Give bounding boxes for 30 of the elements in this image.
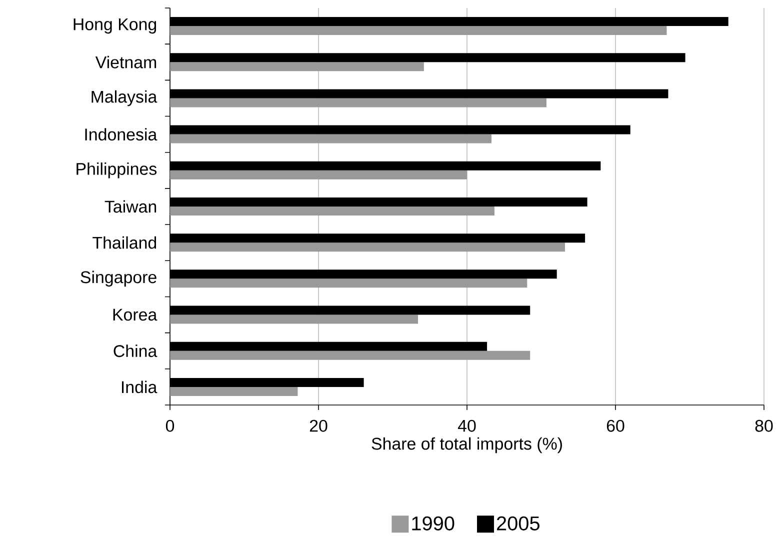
bar xyxy=(170,170,467,180)
y-tick-label: India xyxy=(122,380,158,394)
legend-label: 1990 xyxy=(412,516,454,531)
x-tick-label: 40 xyxy=(458,420,476,432)
y-tick-label: Indonesia xyxy=(85,128,158,141)
y-tick-label: Malaysia xyxy=(92,90,158,106)
x-tick-label: 60 xyxy=(606,420,624,432)
y-tick-label: Taiwan xyxy=(104,200,156,213)
y-tick-label: Singapore xyxy=(80,270,156,287)
x-tick-label: 20 xyxy=(310,420,328,432)
bar xyxy=(170,98,546,108)
x-axis-title: Share of total imports (%) xyxy=(372,437,562,454)
bar xyxy=(170,314,418,324)
y-tick-label: China xyxy=(114,344,158,358)
y-tick-label: Korea xyxy=(113,308,158,321)
y-tick-label: Thailand xyxy=(92,236,156,249)
bar xyxy=(170,134,492,144)
x-tick-label: 0 xyxy=(166,420,174,432)
y-tick-label: Philippines xyxy=(76,162,157,178)
bar xyxy=(170,26,667,36)
bar xyxy=(170,206,494,216)
bar xyxy=(170,387,298,396)
y-tick-label: Vietnam xyxy=(95,56,156,68)
bar xyxy=(170,242,566,252)
x-tick-label: 80 xyxy=(755,420,773,432)
legend-label: 2005 xyxy=(496,516,540,531)
bar xyxy=(170,62,424,72)
y-tick-label: Hong Kong xyxy=(74,18,156,34)
bar xyxy=(170,278,528,288)
bar xyxy=(170,350,530,360)
